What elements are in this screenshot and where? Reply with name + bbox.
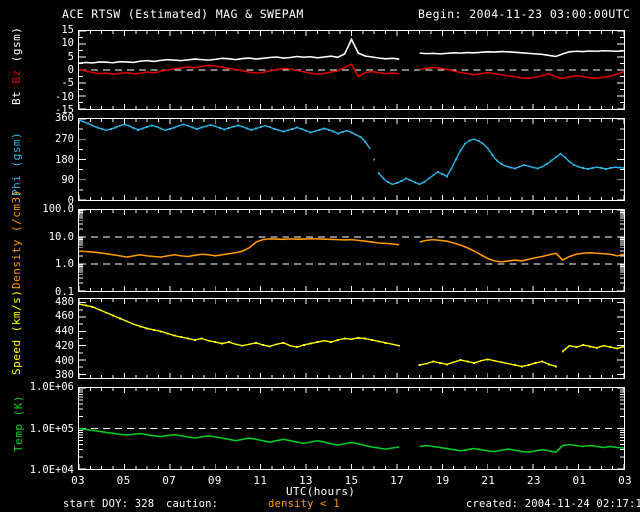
y-tick-label: -10 [55,90,74,103]
footer-caution-value: density < 1 [268,498,340,510]
y-tick-label: 480 [55,295,74,308]
y-tick-label: -15 [55,104,74,116]
x-tick-label: 15 [344,474,359,487]
axis-title-bt: Bt [10,83,23,105]
axis-title-temp-text: Temp (K) [12,395,25,452]
panel-density-plot [79,210,624,291]
panel-phi-plot [79,119,624,200]
x-tick-label: 23 [526,474,541,487]
axis-title-bz: Bz [10,62,23,84]
footer-created: created: 2004-11-24 02:17:12UTC [466,498,640,510]
y-tick-label: 460 [55,310,74,323]
y-tick-label: 1.0 [55,258,74,271]
x-tick-label: 03 [618,474,632,487]
panel-bt-bz-plot [79,31,624,109]
y-tick-label: 90 [61,174,74,187]
x-tick-label: 13 [298,474,313,487]
panel-density [78,209,625,292]
axis-title-speed-text: Speed (km/s) [10,289,23,375]
panel-speed-axis-title: Speed (km/s) [10,290,23,375]
y-tick-label: 380 [55,369,74,382]
panel-temp-plot [79,388,624,469]
x-tick-label: 03 [71,474,85,487]
y-tick-label: 400 [55,354,74,367]
panel-speed-plot [79,299,624,378]
y-tick-label: 10.0 [48,230,74,243]
y-tick-label: 1.0E+05 [29,422,74,435]
x-tick-label: 05 [116,474,131,487]
y-tick-label: 440 [55,325,74,338]
y-tick-label: 0 [67,64,74,76]
y-tick-label: 360 [55,112,74,124]
panel-temp-axis-title: Temp (K) [12,395,25,452]
panel-bt-bz [78,30,625,110]
footer-caution-label: caution: [166,498,219,510]
y-tick-label: 1.0E+04 [29,464,74,476]
x-tick-label: 07 [162,474,177,487]
x-tick-label: 17 [390,474,404,487]
y-tick-label: 270 [55,132,74,145]
axis-title-phi-text: Phi (gsm) [10,131,23,196]
y-tick-label: 180 [55,153,74,166]
x-axis-title: UTC(hours) [286,485,356,498]
y-tick-label: 15 [61,24,74,36]
panel-density-axis-title: Density (/cm3) [10,189,23,289]
panel-temp [78,387,625,470]
x-tick-label: 21 [481,474,496,487]
begin-timestamp: Begin: 2004-11-23 03:00:00UTC [418,7,631,21]
y-tick-label: 420 [55,339,74,352]
x-tick-label: 11 [253,474,268,487]
x-tick-label: 09 [207,474,222,487]
y-tick-label: 0 [67,195,74,207]
x-tick-label: 19 [435,474,450,487]
y-tick-label: 0.1 [55,286,74,298]
y-tick-label: 100.0 [42,203,74,215]
panel-phi-axis-title: Phi (gsm) [10,132,23,196]
axis-title-gsm: (gsm) [10,26,23,63]
panel-phi [78,118,625,201]
panel-bt-bz-axis-title: Bt Bz (gsm) [10,27,23,105]
x-tick-label: 01 [572,474,587,487]
y-tick-label: 10 [61,37,74,50]
y-tick-label: -5 [61,77,74,90]
panel-speed [78,298,625,379]
axis-title-density-text: Density (/cm3) [10,189,23,289]
footer-start-doy: start DOY: 328 [63,498,155,510]
page-title: ACE RTSW (Estimated) MAG & SWEPAM [62,7,304,21]
y-tick-label: 1.0E+06 [29,381,74,393]
y-tick-label: 5 [67,50,74,63]
